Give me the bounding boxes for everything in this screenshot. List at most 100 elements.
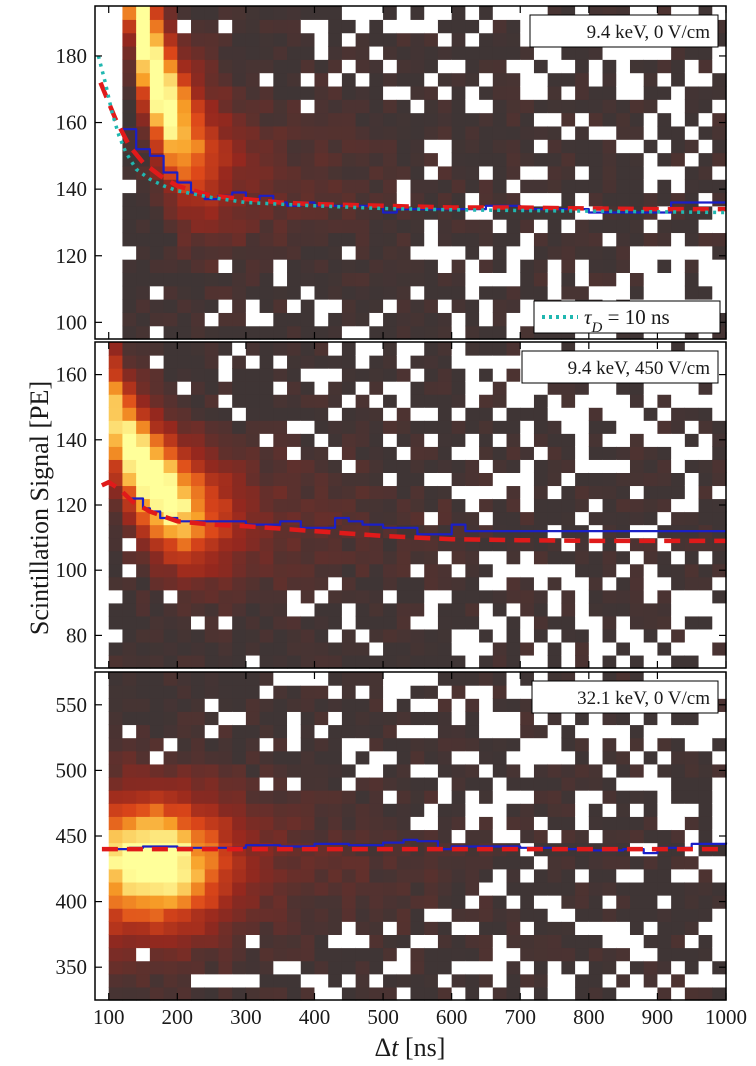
histogram-cell — [533, 152, 549, 167]
histogram-cell — [341, 459, 357, 473]
histogram-cell — [547, 99, 562, 114]
histogram-cell — [588, 285, 604, 300]
histogram-cell — [533, 855, 549, 870]
histogram-cell — [643, 868, 659, 883]
x-tick-label: 1000 — [705, 1005, 747, 1029]
histogram-cell — [259, 816, 274, 831]
histogram-cell — [657, 960, 672, 975]
histogram-cell — [191, 6, 206, 20]
histogram-cell — [410, 537, 425, 552]
histogram-cell — [328, 152, 343, 167]
histogram-cell — [602, 472, 617, 487]
histogram-cell — [122, 433, 137, 447]
histogram-cell — [273, 724, 288, 739]
histogram-cell — [410, 881, 425, 896]
histogram-cell — [479, 407, 494, 421]
histogram-cell — [149, 355, 165, 369]
histogram-cell — [520, 711, 535, 726]
histogram-cell — [314, 342, 329, 356]
histogram-cell — [177, 698, 192, 712]
histogram-cell — [657, 934, 672, 949]
histogram-cell — [136, 59, 151, 74]
histogram-cell — [300, 711, 316, 726]
histogram-cell — [437, 711, 453, 726]
histogram-cell — [506, 563, 521, 578]
histogram-cell — [561, 472, 576, 487]
histogram-cell — [643, 750, 659, 765]
histogram-cell — [369, 446, 384, 460]
histogram-cell — [410, 602, 425, 617]
histogram-cell — [533, 868, 549, 883]
histogram-cell — [643, 232, 659, 247]
histogram-cell — [177, 59, 192, 74]
histogram-cell — [259, 881, 274, 896]
histogram-cell — [396, 381, 412, 395]
histogram-cell — [95, 179, 110, 194]
histogram-cell — [369, 881, 384, 896]
histogram-cell — [643, 459, 659, 473]
histogram-cell — [520, 165, 535, 180]
histogram-cell — [492, 472, 508, 487]
histogram-cell — [204, 485, 220, 500]
histogram-cell — [383, 563, 398, 578]
histogram-cell — [204, 446, 220, 460]
histogram-cell — [136, 550, 151, 565]
histogram-cell — [616, 550, 631, 565]
histogram-cell — [437, 986, 453, 1001]
histogram-cell — [698, 881, 713, 896]
histogram-cell — [163, 245, 178, 260]
histogram-cell — [410, 973, 425, 988]
histogram-cell — [643, 72, 659, 87]
histogram-cell — [369, 45, 384, 60]
histogram-cell — [465, 6, 480, 20]
histogram-cell — [575, 259, 590, 273]
histogram-cell — [204, 563, 220, 578]
histogram-cell — [232, 563, 247, 578]
histogram-cell — [383, 6, 398, 20]
histogram-cell — [122, 829, 137, 844]
histogram-cell — [533, 179, 549, 194]
histogram-cell — [712, 986, 727, 1001]
histogram-cell — [643, 85, 659, 100]
histogram-cell — [506, 737, 521, 752]
histogram-cell — [341, 165, 357, 180]
histogram-cell — [328, 433, 343, 447]
histogram-cell — [218, 628, 233, 643]
histogram-cell — [355, 829, 370, 844]
histogram-cell — [657, 855, 672, 870]
histogram-cell — [383, 245, 398, 260]
histogram-cell — [588, 829, 604, 844]
histogram-cell — [492, 125, 508, 140]
histogram-cell — [218, 576, 233, 591]
histogram-cell — [698, 776, 713, 791]
histogram-cell — [410, 737, 425, 752]
histogram-cell — [424, 763, 439, 778]
histogram-cell — [300, 685, 316, 699]
histogram-cell — [657, 908, 672, 922]
histogram-cell — [232, 654, 247, 669]
histogram-cell — [588, 947, 604, 962]
histogram-cell — [533, 881, 549, 896]
histogram-cell — [533, 602, 549, 617]
histogram-cell — [163, 868, 178, 883]
histogram-cell — [341, 711, 357, 726]
histogram-cell — [437, 881, 453, 896]
histogram-cell — [136, 628, 151, 643]
histogram-cell — [191, 602, 206, 617]
histogram-cell — [588, 72, 604, 87]
histogram-cell — [547, 72, 562, 87]
histogram-cell — [602, 947, 617, 962]
histogram-cell — [479, 881, 494, 896]
histogram-cell — [410, 112, 425, 127]
histogram-cell — [177, 973, 192, 988]
histogram-cell — [355, 433, 370, 447]
histogram-cell — [451, 934, 466, 949]
histogram-cell — [259, 259, 274, 273]
histogram-cell — [561, 165, 576, 180]
histogram-cell — [108, 485, 124, 500]
histogram-cell — [369, 763, 384, 778]
histogram-cell — [149, 59, 165, 74]
histogram-cell — [245, 868, 261, 883]
histogram-cell — [122, 45, 137, 60]
histogram-cell — [602, 855, 617, 870]
